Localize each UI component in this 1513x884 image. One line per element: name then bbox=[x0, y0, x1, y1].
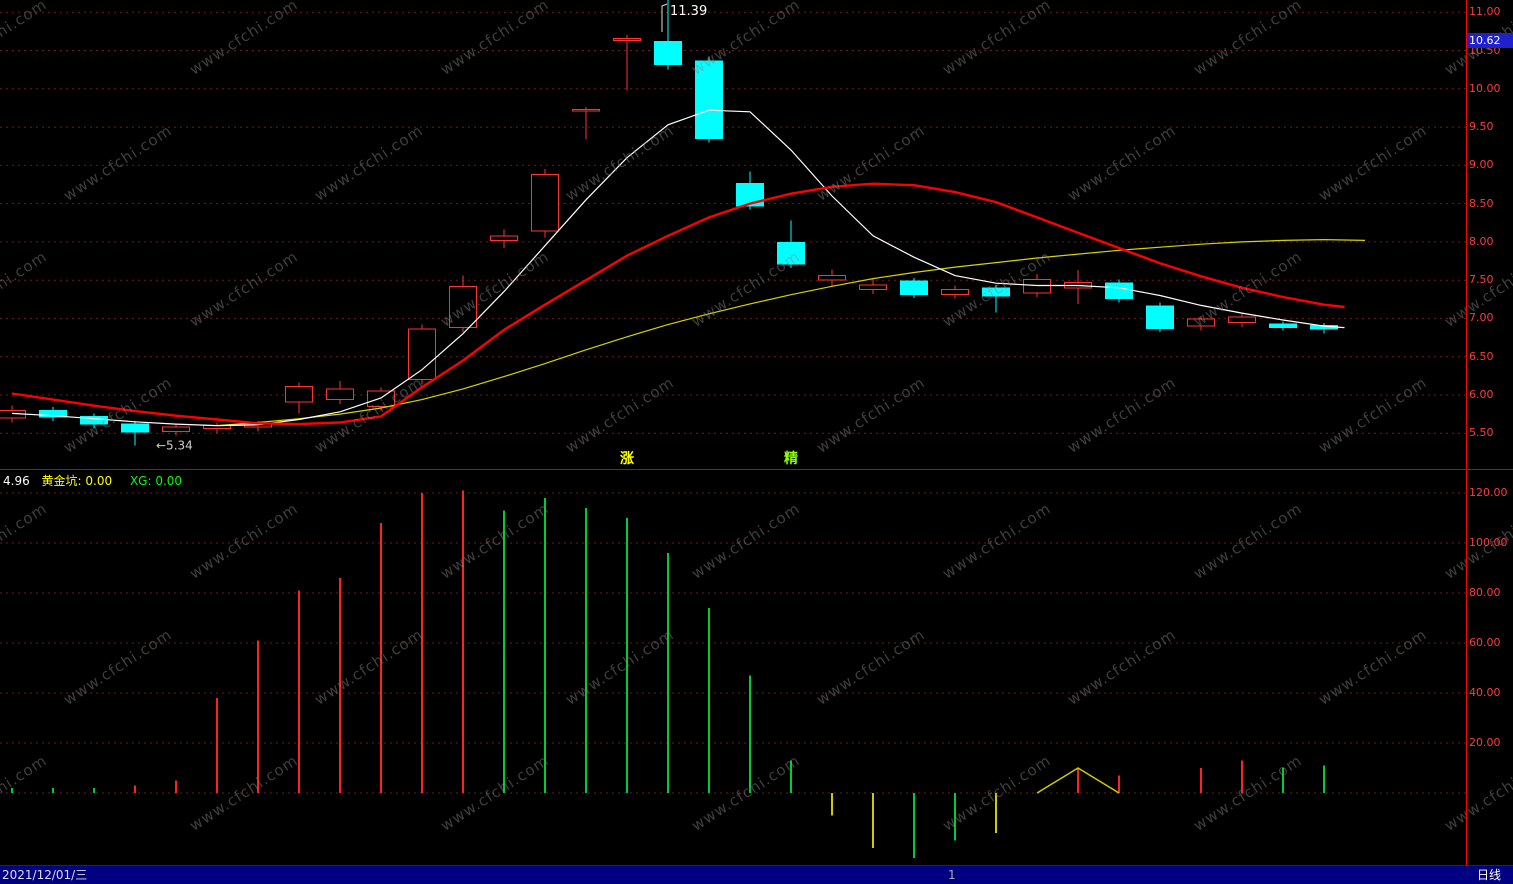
price-tick-label: 9.00 bbox=[1469, 158, 1494, 171]
pane-divider bbox=[0, 469, 1513, 470]
ma-red-line bbox=[11, 182, 1345, 426]
ma-yellow-line bbox=[216, 238, 1366, 427]
status-bar: 2021/12/01/三 1 日线 bbox=[0, 866, 1513, 884]
indicator-tick-label: 120.00 bbox=[1469, 486, 1508, 499]
price-tick-label: 11.00 bbox=[1469, 5, 1501, 18]
ma-white-line bbox=[11, 109, 1345, 427]
indicator-grid-lines bbox=[0, 492, 1466, 794]
indicator-value: 4.96 bbox=[3, 474, 30, 488]
signal-marker: 涨 bbox=[620, 451, 634, 467]
price-tick-label: 6.00 bbox=[1469, 388, 1494, 401]
price-tick-label: 8.50 bbox=[1469, 197, 1494, 210]
main-chart-svg[interactable]: 11.39 ←5.34 涨 精 bbox=[0, 0, 1466, 470]
signal-marker: 精 bbox=[784, 450, 798, 467]
price-tick-label: 8.00 bbox=[1469, 235, 1494, 248]
high-annotation: 11.39 bbox=[661, 3, 707, 32]
indicator-tick-label: 60.00 bbox=[1469, 636, 1501, 649]
indicator-tick-label: 20.00 bbox=[1469, 736, 1501, 749]
low-annotation: ←5.34 bbox=[156, 439, 193, 453]
grid-lines bbox=[0, 11, 1466, 434]
price-tick-label: 7.00 bbox=[1469, 311, 1494, 324]
status-date: 2021/12/01/三 bbox=[2, 868, 88, 882]
price-tick-label: 9.50 bbox=[1469, 120, 1494, 133]
price-tick-label: 6.50 bbox=[1469, 350, 1494, 363]
last-price-highlight: 10.62 bbox=[1467, 33, 1513, 48]
indicator-xg-label: XG: 0.00 bbox=[129, 474, 183, 488]
period-selector[interactable]: 日线 bbox=[1477, 868, 1502, 882]
status-divider bbox=[0, 865, 1513, 866]
indicator-golden-pit-label: 黄金坑: 0.00 bbox=[41, 474, 113, 488]
price-axis: 11.00 10.50 10.00 9.50 9.00 8.50 8.00 7.50 7.00 6… bbox=[1467, 0, 1513, 470]
candles bbox=[0, 0, 1338, 446]
svg-text:11.39: 11.39 bbox=[670, 4, 707, 19]
axis-border-line bbox=[1466, 0, 1467, 866]
indicator-yellow-line bbox=[1036, 767, 1120, 794]
price-tick-label: 10.00 bbox=[1469, 82, 1501, 95]
indicator-axis: 120.00 100.00 80.00 60.00 40.00 20.00 bbox=[1467, 470, 1513, 866]
indicator-chart-svg[interactable] bbox=[0, 470, 1466, 866]
price-tick-label: 5.50 bbox=[1469, 426, 1494, 439]
price-tick-label: 7.50 bbox=[1469, 273, 1494, 286]
indicator-bars bbox=[11, 490, 1325, 858]
indicator-header: 4.96 黄金坑: 0.00 XG: 0.00 bbox=[3, 472, 182, 489]
indicator-tick-label: 80.00 bbox=[1469, 586, 1501, 599]
indicator-tick-label: 100.00 bbox=[1469, 536, 1508, 549]
indicator-tick-label: 40.00 bbox=[1469, 686, 1501, 699]
status-marker: 1 bbox=[948, 868, 956, 882]
